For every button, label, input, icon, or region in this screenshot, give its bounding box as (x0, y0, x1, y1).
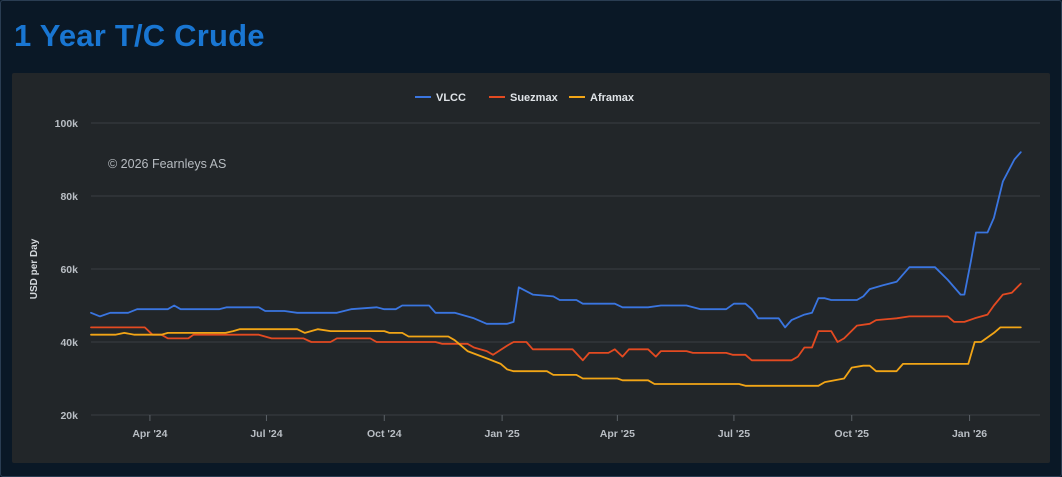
legend-label: VLCC (436, 92, 466, 104)
legend: VLCC Suezmax Aframax (415, 92, 635, 104)
y-axis: 20k 40k 60k 80k 100k (55, 118, 79, 422)
y-tick-label: 100k (55, 118, 79, 130)
chart-panel: Apr '24 Jul '24 Oct '24 Jan '25 Apr '25 Jul '… (12, 73, 1050, 463)
legend-item-suezmax[interactable]: Suezmax (489, 92, 559, 104)
x-axis: Apr '24 Jul '24 Oct '24 Jan '25 Apr '25 Jul '… (132, 415, 987, 440)
series-line-aframax (90, 326, 1022, 387)
y-tick-label: 40k (60, 337, 78, 349)
y-axis-label: USD per Day (29, 238, 40, 299)
y-tick-label: 80k (60, 191, 78, 203)
series-line-suezmax (90, 282, 1022, 362)
x-tick-label: Jul '24 (250, 428, 282, 440)
x-tick-label: Jan '25 (485, 428, 520, 440)
legend-item-vlcc[interactable]: VLCC (415, 92, 466, 104)
x-tick-label: Oct '24 (367, 428, 402, 440)
y-tick-label: 20k (60, 410, 78, 422)
legend-item-aframax[interactable]: Aframax (569, 92, 635, 104)
legend-label: Aframax (590, 92, 635, 104)
x-tick-label: Oct '25 (834, 428, 869, 440)
gridlines (91, 122, 1040, 416)
page-title: 1 Year T/C Crude (14, 18, 265, 53)
x-tick-label: Apr '25 (600, 428, 635, 440)
series-line-vlcc (90, 151, 1022, 329)
line-chart: Apr '24 Jul '24 Oct '24 Jan '25 Apr '25 Jul '… (29, 92, 1040, 440)
legend-label: Suezmax (510, 92, 559, 104)
series-lines (90, 151, 1022, 387)
x-tick-label: Apr '24 (132, 428, 167, 440)
x-tick-label: Jan '26 (952, 428, 987, 440)
y-tick-label: 60k (60, 264, 78, 276)
watermark: © 2026 Fearnleys AS (108, 157, 226, 171)
x-tick-label: Jul '25 (718, 428, 750, 440)
